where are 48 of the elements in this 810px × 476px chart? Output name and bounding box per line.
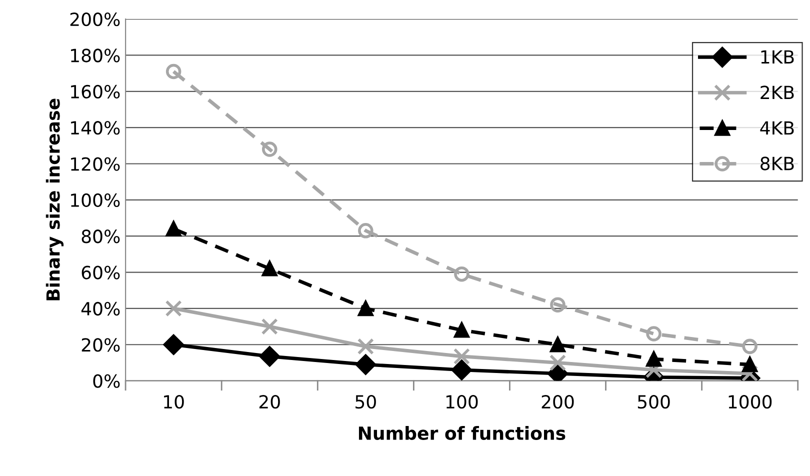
x-tick-label: 1000 [728, 395, 772, 409]
point [357, 338, 374, 355]
x-axis-title: Number of functions [358, 426, 566, 440]
point [262, 142, 278, 157]
point [549, 354, 566, 372]
y-tick-label: 20% [82, 338, 120, 352]
y-tick-label: 100% [71, 193, 120, 208]
y-tick-label: 180% [71, 48, 120, 62]
point [262, 261, 278, 276]
legend-label: 2KB [760, 86, 794, 100]
point [453, 348, 470, 365]
point [358, 223, 374, 238]
x-tick-label: 20 [259, 395, 280, 409]
legend-label: 4KB [760, 121, 794, 135]
y-tick-label: 160% [71, 84, 120, 99]
y-tick-label: 0% [93, 374, 120, 388]
y-axis-title: Binary size increase [46, 98, 64, 300]
y-tick-label: 60% [82, 266, 120, 280]
x-tick-label: 200 [542, 395, 574, 409]
point [550, 297, 566, 312]
point [165, 300, 182, 317]
x-tick-label: 500 [638, 395, 670, 409]
point [166, 64, 182, 80]
y-tick-label: 140% [71, 121, 120, 135]
x-tick-label: 50 [356, 395, 376, 409]
legend-label: 1KB [761, 50, 794, 64]
point [355, 354, 376, 375]
point [742, 356, 758, 372]
point [646, 326, 662, 342]
point [645, 362, 662, 378]
point [646, 351, 662, 367]
y-tick-label: 80% [82, 230, 120, 244]
point [261, 318, 278, 335]
point [742, 338, 758, 354]
point [358, 300, 374, 316]
point [451, 360, 472, 380]
point [163, 334, 184, 355]
x-tick-label: 10 [164, 395, 184, 409]
legend-label: 8KB [760, 156, 794, 170]
x-tick-label: 100 [446, 395, 478, 409]
point [454, 322, 470, 338]
y-tick-label: 200% [70, 12, 120, 26]
point [454, 266, 470, 282]
y-tick-label: 120% [71, 157, 120, 171]
point [166, 221, 182, 236]
y-tick-label: 40% [81, 302, 120, 316]
point [550, 336, 566, 352]
point [259, 346, 280, 367]
